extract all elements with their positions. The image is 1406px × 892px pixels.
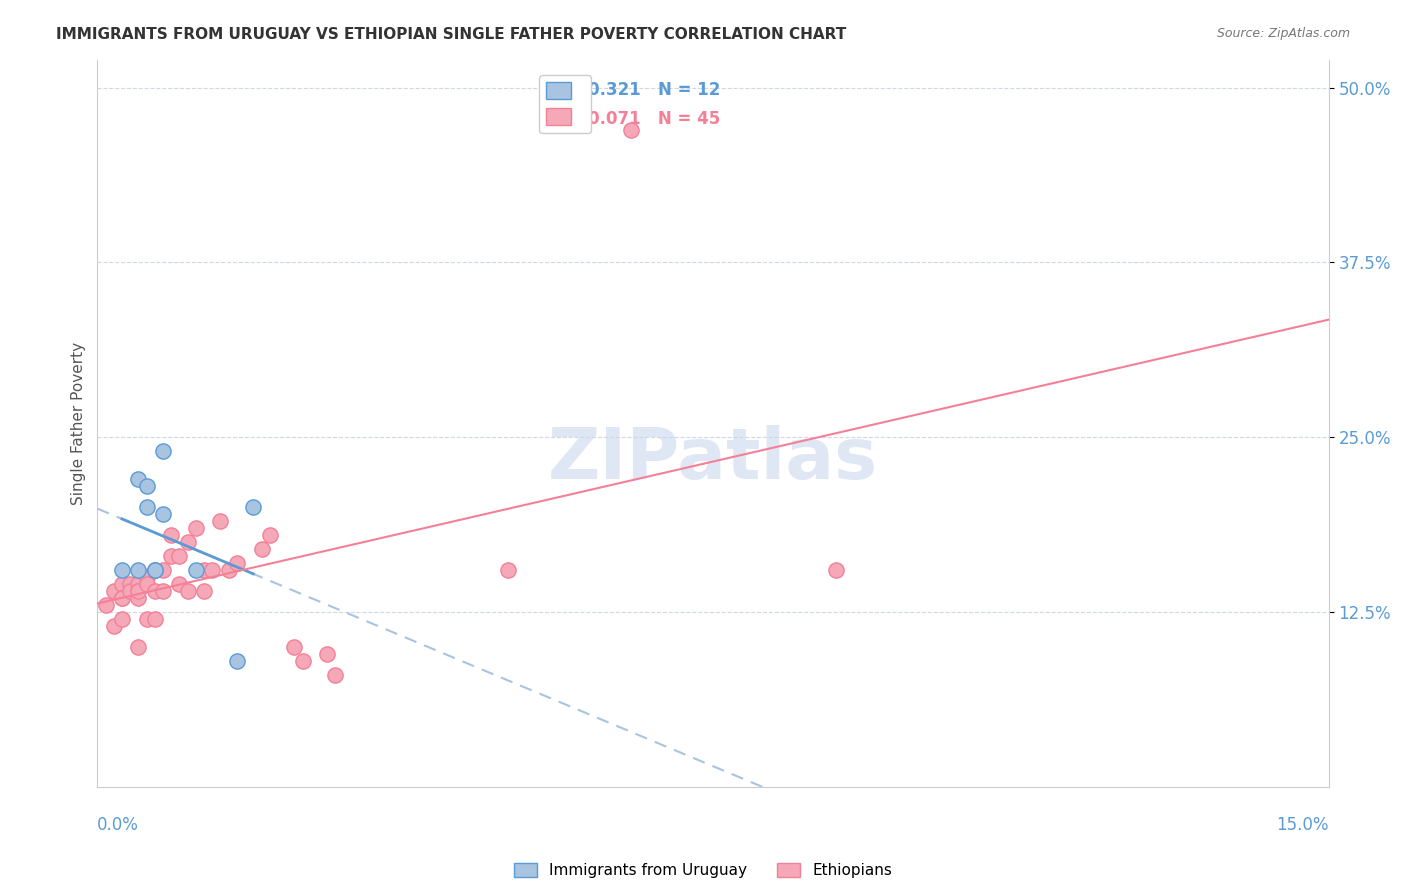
Point	[120, 584, 142, 599]
Point	[316, 647, 339, 661]
Point	[127, 591, 149, 606]
Point	[135, 577, 157, 591]
Point	[169, 549, 191, 563]
Point	[135, 479, 157, 493]
Point	[152, 444, 174, 458]
Text: ZIPatlas: ZIPatlas	[548, 425, 879, 494]
Point	[193, 563, 215, 577]
Text: R = 0.071   N = 45: R = 0.071 N = 45	[551, 111, 721, 128]
Point	[127, 577, 149, 591]
Point	[103, 619, 125, 633]
Legend: Immigrants from Uruguay, Ethiopians: Immigrants from Uruguay, Ethiopians	[508, 857, 898, 884]
Point	[169, 577, 191, 591]
Point	[94, 598, 117, 612]
Point	[111, 591, 134, 606]
Y-axis label: Single Father Poverty: Single Father Poverty	[72, 342, 86, 505]
Point	[143, 563, 166, 577]
Text: Source: ZipAtlas.com: Source: ZipAtlas.com	[1216, 27, 1350, 40]
Point	[620, 122, 643, 136]
Point	[120, 577, 142, 591]
Point	[111, 612, 134, 626]
Text: 0.0%: 0.0%	[97, 816, 139, 834]
Point	[152, 584, 174, 599]
Point	[111, 563, 134, 577]
Text: IMMIGRANTS FROM URUGUAY VS ETHIOPIAN SINGLE FATHER POVERTY CORRELATION CHART: IMMIGRANTS FROM URUGUAY VS ETHIOPIAN SIN…	[56, 27, 846, 42]
Point	[152, 563, 174, 577]
Point	[127, 584, 149, 599]
Point	[184, 521, 207, 535]
Point	[111, 591, 134, 606]
Point	[259, 528, 281, 542]
Point	[218, 563, 240, 577]
Point	[160, 549, 183, 563]
Point	[176, 584, 198, 599]
Point	[291, 654, 314, 668]
Point	[143, 612, 166, 626]
Point	[127, 584, 149, 599]
Point	[143, 563, 166, 577]
Point	[250, 542, 273, 557]
Point	[152, 507, 174, 521]
Point	[283, 640, 305, 654]
Point	[103, 584, 125, 599]
Legend: , : ,	[540, 75, 591, 133]
Text: R = 0.321   N = 12: R = 0.321 N = 12	[551, 81, 721, 99]
Point	[135, 500, 157, 515]
Point	[176, 535, 198, 549]
Point	[225, 556, 247, 570]
Point	[127, 472, 149, 486]
Point	[825, 563, 848, 577]
Point	[242, 500, 264, 515]
Point	[325, 668, 347, 682]
Point	[135, 570, 157, 584]
Point	[160, 528, 183, 542]
Text: 15.0%: 15.0%	[1277, 816, 1329, 834]
Point	[193, 584, 215, 599]
Point	[143, 563, 166, 577]
Point	[127, 640, 149, 654]
Point	[143, 584, 166, 599]
Point	[111, 577, 134, 591]
Point	[209, 514, 232, 528]
Point	[225, 654, 247, 668]
Point	[201, 563, 224, 577]
Point	[135, 570, 157, 584]
Point	[135, 612, 157, 626]
Point	[496, 563, 519, 577]
Point	[184, 563, 207, 577]
Point	[127, 563, 149, 577]
